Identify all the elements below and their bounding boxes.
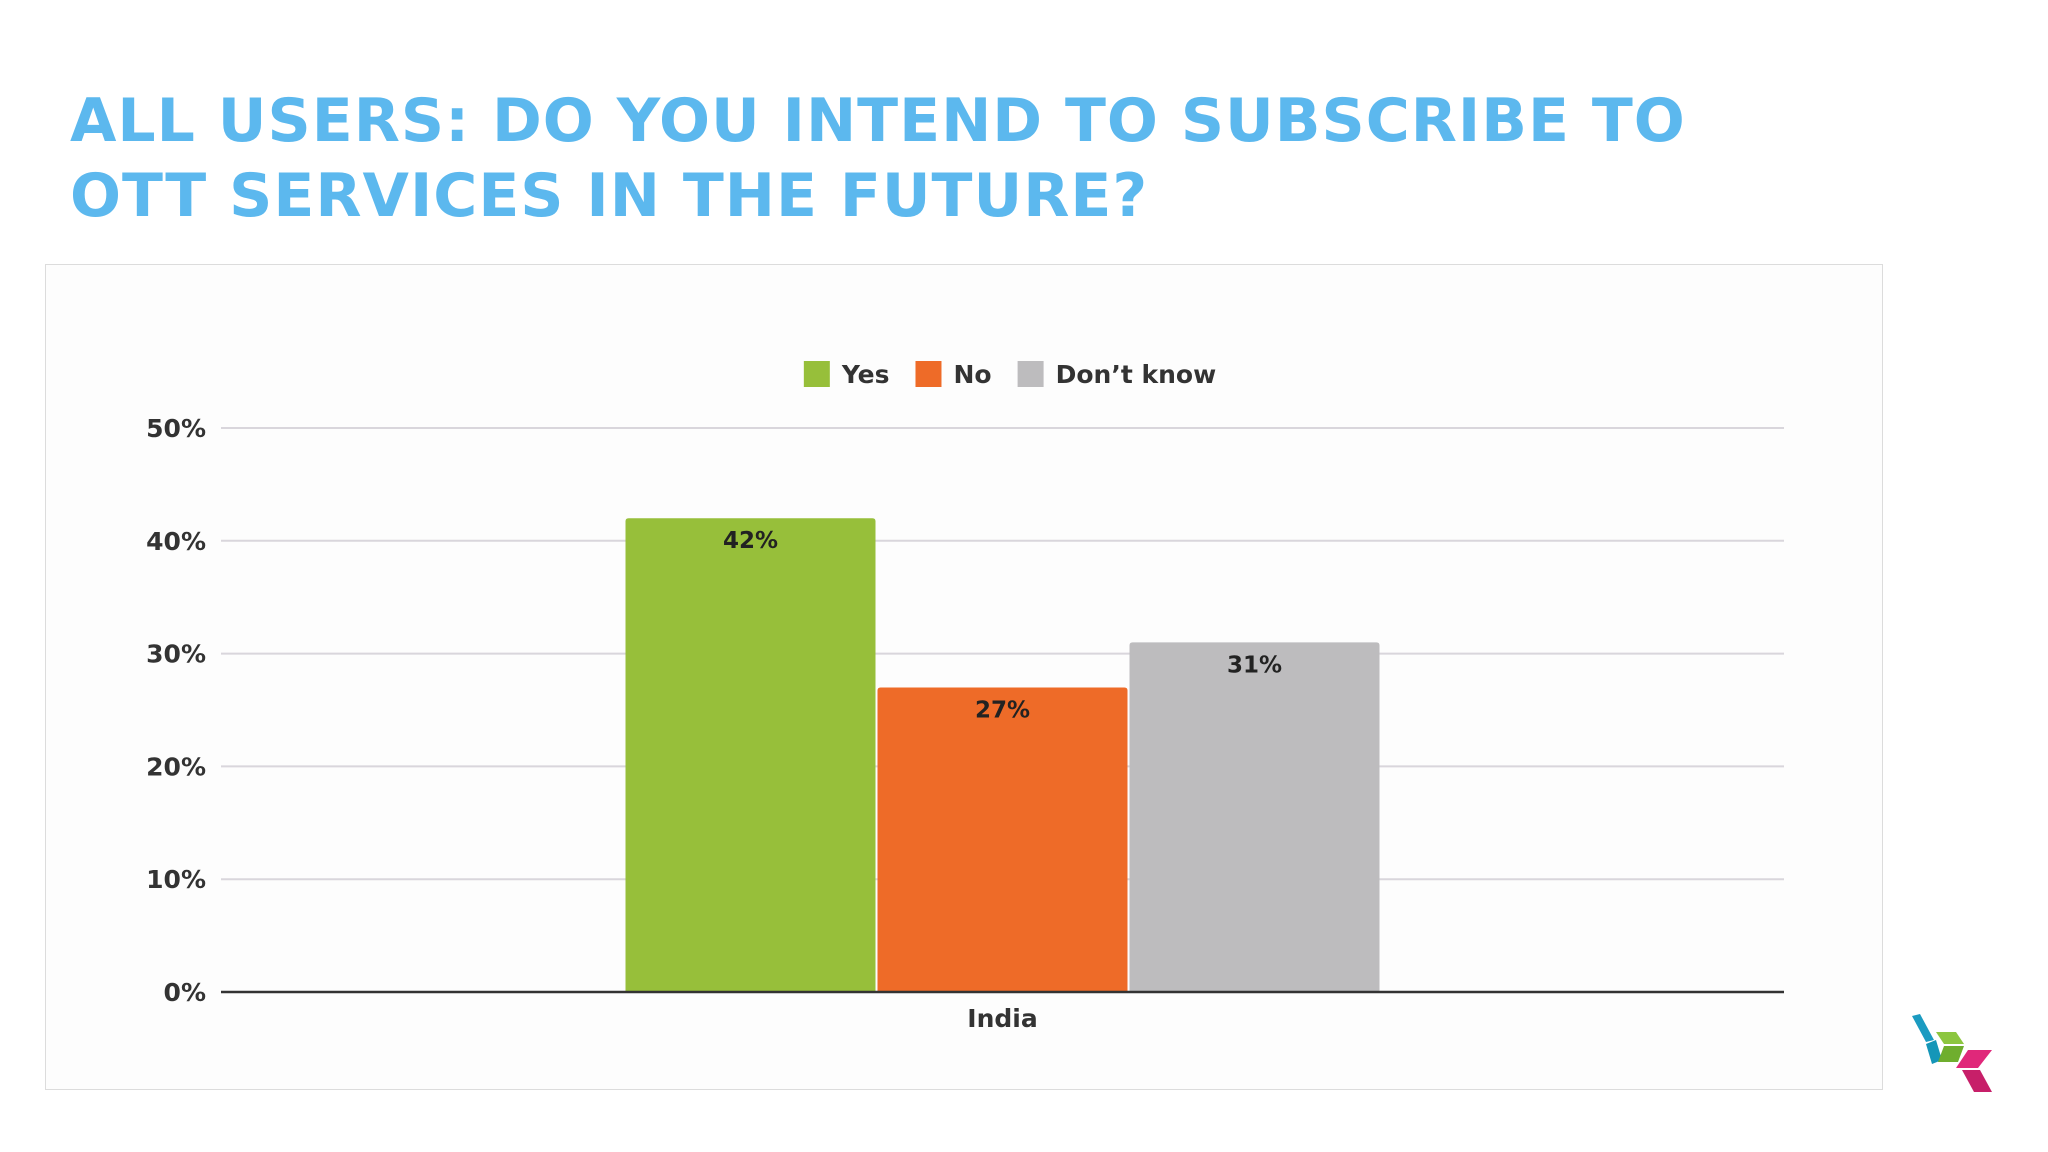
company-logo-icon [1912,1014,1992,1092]
slide-title: ALL USERS: DO YOU INTEND TO SUBSCRIBE TO… [70,84,1870,234]
y-tick-label: 30% [146,640,206,669]
title-line-1: ALL USERS: DO YOU INTEND TO SUBSCRIBE TO [70,86,1686,156]
bars [625,518,1380,992]
gridlines [221,427,1784,881]
bar-chart: 0% 10% 20% 30% 40% 50% 42% 27% 31% India Yes No D… [146,360,1784,1033]
bar [877,687,1128,992]
y-tick-label: 10% [146,865,206,894]
y-axis-ticks: 0% 10% 20% 30% 40% 50% [146,414,206,1007]
x-tick-label: India [967,1004,1037,1033]
bar [1129,642,1380,992]
bar-value-label: 27% [975,697,1030,723]
logo-shape-teal-top [1912,1014,1934,1042]
legend-label: No [953,360,991,389]
logo-shape-green-top [1936,1032,1964,1044]
y-tick-label: 50% [146,414,206,443]
logo-shape-green-bottom [1938,1046,1964,1062]
logo-shape-pink-top [1956,1050,1992,1068]
chart-frame: 0% 10% 20% 30% 40% 50% 42% 27% 31% India Yes No D… [45,264,1883,1090]
logo-shape-pink-bottom [1962,1070,1992,1092]
legend-swatch [1017,361,1044,387]
y-tick-label: 20% [146,752,206,781]
legend: Yes No Don’t know [803,360,1217,389]
x-axis: India [221,990,1784,1033]
y-tick-label: 0% [164,978,206,1007]
legend-label: Yes [841,360,890,389]
y-tick-label: 40% [146,527,206,556]
legend-swatch [803,361,830,387]
logo-shape-teal-bottom [1926,1040,1942,1064]
bar-value-label: 42% [723,528,778,554]
bar-value-label: 31% [1227,652,1282,678]
title-line-2: OTT SERVICES IN THE FUTURE? [70,161,1149,231]
legend-label: Don’t know [1056,360,1217,389]
bar [625,518,876,992]
legend-swatch [915,361,942,387]
data-labels: 42% 27% 31% [723,528,1282,723]
